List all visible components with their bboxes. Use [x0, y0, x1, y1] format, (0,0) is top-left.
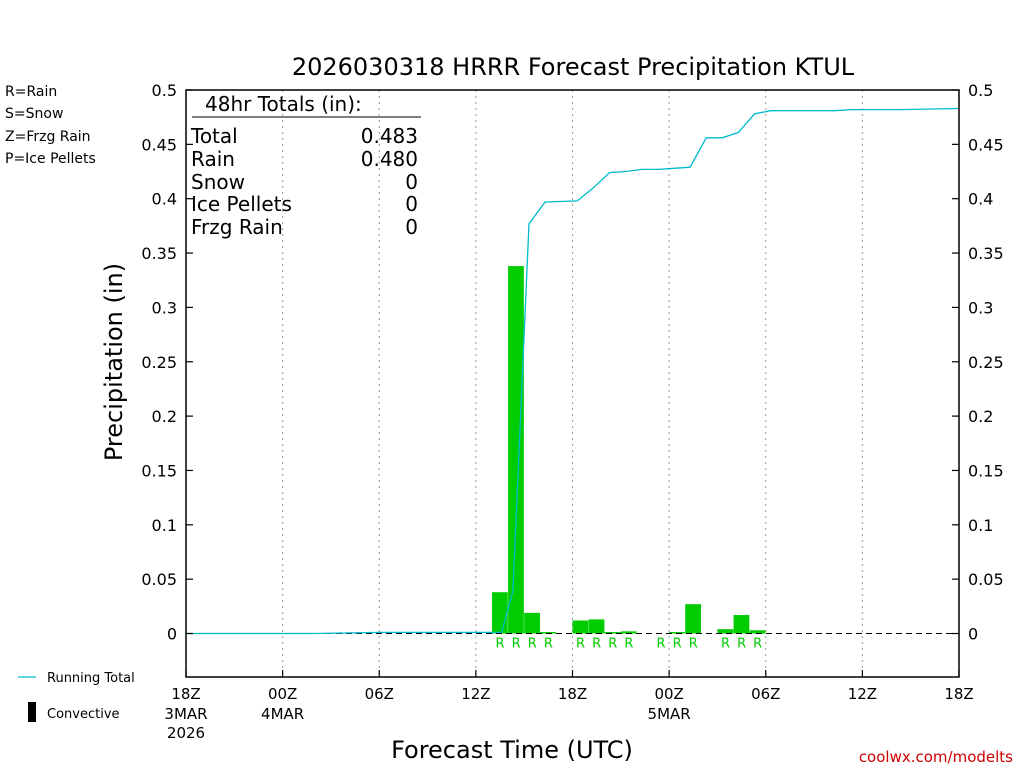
precip-type-label: R — [512, 637, 521, 652]
precip-type-label: R — [753, 637, 762, 652]
y-tick-label-right: 0.2 — [968, 407, 993, 426]
y-axis-ticks: 0 00.05 0.050.1 0.10.15 0.150.2 0.20.25 0.250.… — [141, 81, 1003, 644]
precip-type-label: R — [657, 637, 666, 652]
x-tick-label: 18Z — [558, 685, 587, 703]
y-tick-label-right: 0.05 — [968, 570, 1004, 589]
y-tick-label-left: 0.2 — [152, 407, 177, 426]
running-total-line — [186, 107, 960, 635]
precip-type-legend: R=Rain S=Snow Z=Frzg Rain P=Ice Pellets — [5, 84, 96, 167]
x-tick-label: 06Z — [365, 685, 394, 703]
precip-bar — [717, 629, 734, 634]
y-tick-label-right: 0.4 — [968, 190, 993, 209]
y-tick-label-right: 0 — [968, 625, 978, 644]
precip-bar — [508, 266, 524, 634]
totals-rain-label: Rain — [191, 147, 235, 171]
precip-type-label: R — [528, 637, 537, 652]
y-tick-label-right: 0.3 — [968, 298, 993, 317]
precip-bar — [588, 619, 605, 634]
precip-type-label: R — [673, 637, 682, 652]
y-tick-label-right: 0.1 — [968, 516, 993, 535]
totals-ice-pellets-value: 0 — [405, 192, 418, 216]
precip-bar — [604, 632, 621, 634]
y-tick-label-right: 0.5 — [968, 81, 993, 100]
totals-total-value: 0.483 — [361, 124, 418, 148]
totals-frzg-rain-label: Frzg Rain — [191, 215, 283, 239]
precip-type-label: R — [576, 637, 585, 652]
chart-title: 2026030318 HRRR Forecast Precipitation K… — [292, 53, 855, 81]
precip-bar — [524, 612, 540, 634]
precip-bar — [733, 615, 750, 634]
precip-type-label: R — [592, 637, 601, 652]
y-tick-label-left: 0.05 — [141, 570, 177, 589]
precip-bars — [491, 266, 766, 634]
x-tick-label: 18Z — [171, 685, 200, 703]
credit-text: coolwx.com/modelts — [859, 748, 1013, 766]
y-tick-label-left: 0 — [167, 625, 177, 644]
totals-snow-value: 0 — [405, 170, 418, 194]
totals-ice-pellets-label: Ice Pellets — [191, 192, 292, 216]
y-tick-label-right: 0.35 — [968, 244, 1004, 263]
x-tick-label: 12Z — [461, 685, 490, 703]
totals-rain-value: 0.480 — [361, 147, 418, 171]
x-tick-year: 2026 — [167, 724, 205, 742]
x-tick-date: 3MAR — [164, 705, 207, 723]
y-tick-label-left: 0.3 — [152, 298, 177, 317]
x-axis-label: Forecast Time (UTC) — [391, 736, 633, 764]
legend-snow: S=Snow — [5, 106, 63, 122]
y-tick-label-left: 0.5 — [152, 81, 177, 100]
y-axis-label: Precipitation (in) — [100, 263, 128, 461]
y-tick-label-left: 0.15 — [141, 461, 177, 480]
precip-bar — [669, 632, 685, 634]
precip-bar — [572, 620, 589, 634]
x-tick-label: 12Z — [848, 685, 877, 703]
totals-snow-label: Snow — [191, 170, 245, 194]
precip-type-label: R — [624, 637, 633, 652]
y-tick-label-left: 0.4 — [152, 190, 177, 209]
running-total-legend-label: Running Total — [47, 671, 135, 686]
x-tick-label: 00Z — [654, 685, 683, 703]
x-tick-label: 18Z — [944, 685, 973, 703]
precip-type-label: R — [689, 637, 698, 652]
y-tick-label-right: 0.25 — [968, 353, 1004, 372]
legend-frzg-rain: Z=Frzg Rain — [5, 129, 91, 145]
precip-bar — [620, 631, 637, 634]
y-tick-label-left: 0.35 — [141, 244, 177, 263]
convective-legend-swatch — [28, 702, 36, 722]
precip-bar — [540, 632, 557, 634]
x-tick-date: 4MAR — [261, 705, 304, 723]
precip-bar — [685, 604, 702, 634]
precip-type-label: R — [496, 637, 505, 652]
precip-bar — [491, 592, 508, 634]
gridlines — [282, 90, 863, 677]
x-tick-label: 06Z — [751, 685, 780, 703]
x-tick-date: 5MAR — [648, 705, 691, 723]
y-tick-label-right: 0.45 — [968, 135, 1004, 154]
y-tick-label-left: 0.25 — [141, 353, 177, 372]
totals-frzg-rain-value: 0 — [405, 215, 418, 239]
precip-type-label: R — [721, 637, 730, 652]
precip-type-label: R — [544, 637, 553, 652]
totals-total-label: Total — [190, 124, 238, 148]
convective-legend-label: Convective — [47, 707, 120, 722]
totals-heading: 48hr Totals (in): — [205, 92, 362, 116]
y-tick-label-left: 0.1 — [152, 516, 177, 535]
legend-rain: R=Rain — [5, 84, 57, 100]
y-tick-label-left: 0.45 — [141, 135, 177, 154]
precip-type-label: R — [737, 637, 746, 652]
precip-bar — [749, 630, 766, 634]
x-tick-label: 00Z — [268, 685, 297, 703]
legend-ice-pellets: P=Ice Pellets — [5, 151, 96, 167]
precip-type-label: R — [608, 637, 617, 652]
totals-box: 48hr Totals (in): Total 0.483 Rain 0.480… — [190, 92, 421, 239]
y-tick-label-right: 0.15 — [968, 461, 1004, 480]
